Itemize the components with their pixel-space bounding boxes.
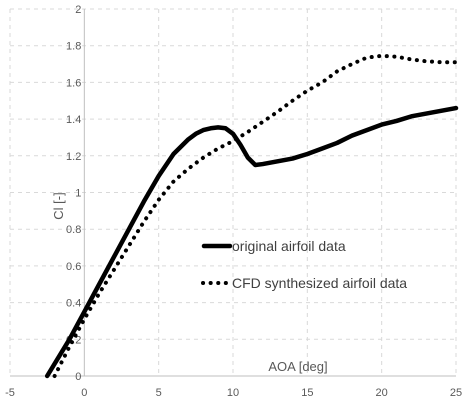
x-tick-label: 20 — [376, 387, 388, 399]
x-tick-label: 5 — [156, 387, 162, 399]
series-line-cfd — [52, 53, 458, 378]
y-tick-label: 1.6 — [66, 77, 81, 89]
tick-labels: 00.20.40.60.811.21.41.61.82-5 0 5 10 15 20 25 — [5, 4, 462, 399]
series-line-original — [44, 105, 459, 379]
x-tick-label: 15 — [301, 387, 313, 399]
x-tick-label: 25 — [450, 387, 462, 399]
legend-label-original: original airfoil data — [232, 238, 346, 254]
x-tick-label: -5 — [5, 387, 15, 399]
y-tick-label: 0 — [75, 371, 81, 383]
y-tick-label: 1 — [75, 188, 81, 200]
y-axis-label: Cl [-] — [51, 192, 66, 219]
x-tick-label: 10 — [227, 387, 239, 399]
y-tick-label: 2 — [75, 4, 81, 16]
y-tick-label: 1.4 — [66, 114, 81, 126]
y-tick-label: 0.8 — [66, 224, 81, 236]
y-tick-label: 0.6 — [66, 261, 81, 273]
legend-label-cfd: CFD synthesized airfoil data — [232, 275, 407, 291]
series-group — [44, 53, 459, 379]
legend: original airfoil data CFD synthesized ai… — [201, 238, 407, 291]
y-tick-label: 0.4 — [66, 298, 81, 310]
x-axis-label: AOA [deg] — [268, 359, 327, 374]
y-tick-label: 1.8 — [66, 41, 81, 53]
y-tick-label: 1.2 — [66, 151, 81, 163]
x-tick-label: 0 — [81, 387, 87, 399]
